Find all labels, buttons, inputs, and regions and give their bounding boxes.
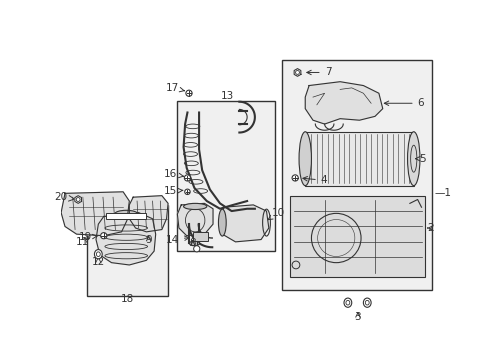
Circle shape <box>184 189 190 194</box>
Polygon shape <box>129 195 168 232</box>
Text: 15: 15 <box>164 186 183 196</box>
Text: 7: 7 <box>306 67 330 77</box>
Polygon shape <box>61 192 129 236</box>
Text: 3: 3 <box>354 311 361 321</box>
Text: 8: 8 <box>189 238 196 248</box>
Text: 13: 13 <box>221 91 234 100</box>
Polygon shape <box>294 69 300 76</box>
Ellipse shape <box>343 298 351 307</box>
Polygon shape <box>220 205 268 242</box>
Ellipse shape <box>189 241 199 246</box>
Text: 4: 4 <box>302 175 326 185</box>
Ellipse shape <box>299 132 311 186</box>
Text: 19: 19 <box>79 232 98 242</box>
Circle shape <box>185 90 192 96</box>
Ellipse shape <box>94 249 102 259</box>
Bar <box>106 213 146 219</box>
Text: 10: 10 <box>267 208 285 220</box>
Circle shape <box>101 233 107 239</box>
Text: 11: 11 <box>76 237 89 247</box>
Text: —1: —1 <box>434 188 451 198</box>
Polygon shape <box>75 195 81 203</box>
Text: 2: 2 <box>426 223 433 233</box>
Bar <box>305 132 413 186</box>
Text: 6: 6 <box>384 98 424 108</box>
Text: 9: 9 <box>145 235 152 244</box>
Text: 17: 17 <box>165 83 184 93</box>
Ellipse shape <box>407 132 419 186</box>
Ellipse shape <box>183 203 206 210</box>
Bar <box>282 60 431 289</box>
Text: 14: 14 <box>165 235 189 244</box>
Polygon shape <box>96 213 155 265</box>
Bar <box>177 101 274 251</box>
Bar <box>86 205 168 296</box>
Circle shape <box>184 175 190 181</box>
Polygon shape <box>305 82 382 124</box>
Text: 12: 12 <box>92 257 105 267</box>
Text: 18: 18 <box>121 294 134 304</box>
Bar <box>289 195 425 276</box>
Polygon shape <box>177 203 213 236</box>
Ellipse shape <box>363 298 370 307</box>
Text: 16: 16 <box>164 169 183 179</box>
Bar <box>192 232 208 241</box>
Ellipse shape <box>114 210 138 218</box>
Circle shape <box>291 175 298 181</box>
Text: 20: 20 <box>54 192 67 202</box>
Ellipse shape <box>218 209 226 236</box>
Circle shape <box>193 246 200 252</box>
Text: 5: 5 <box>415 154 425 164</box>
